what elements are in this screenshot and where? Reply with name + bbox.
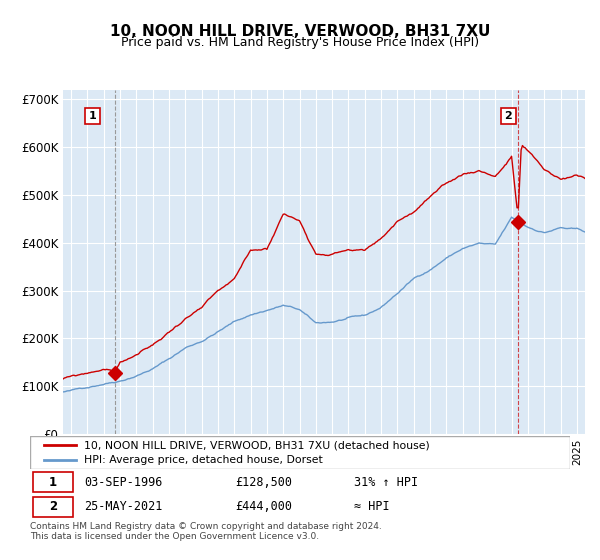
Text: ≈ HPI: ≈ HPI bbox=[354, 500, 389, 514]
Text: 2: 2 bbox=[505, 111, 512, 121]
Bar bbox=[31, 90, 63, 434]
Text: 03-SEP-1996: 03-SEP-1996 bbox=[84, 475, 163, 489]
Bar bbox=[33, 497, 73, 517]
Bar bbox=[585, 90, 600, 434]
Text: 31% ↑ HPI: 31% ↑ HPI bbox=[354, 475, 418, 489]
Bar bbox=[33, 472, 73, 492]
Text: £444,000: £444,000 bbox=[235, 500, 292, 514]
Text: Contains HM Land Registry data © Crown copyright and database right 2024.
This d: Contains HM Land Registry data © Crown c… bbox=[30, 522, 382, 542]
Text: Price paid vs. HM Land Registry's House Price Index (HPI): Price paid vs. HM Land Registry's House … bbox=[121, 36, 479, 49]
Text: 2: 2 bbox=[49, 500, 57, 514]
Text: 25-MAY-2021: 25-MAY-2021 bbox=[84, 500, 163, 514]
Text: £128,500: £128,500 bbox=[235, 475, 292, 489]
Text: 10, NOON HILL DRIVE, VERWOOD, BH31 7XU (detached house): 10, NOON HILL DRIVE, VERWOOD, BH31 7XU (… bbox=[84, 440, 430, 450]
Text: 10, NOON HILL DRIVE, VERWOOD, BH31 7XU: 10, NOON HILL DRIVE, VERWOOD, BH31 7XU bbox=[110, 24, 490, 39]
Text: HPI: Average price, detached house, Dorset: HPI: Average price, detached house, Dors… bbox=[84, 455, 323, 465]
Text: 1: 1 bbox=[88, 111, 96, 121]
Text: 1: 1 bbox=[49, 475, 57, 489]
